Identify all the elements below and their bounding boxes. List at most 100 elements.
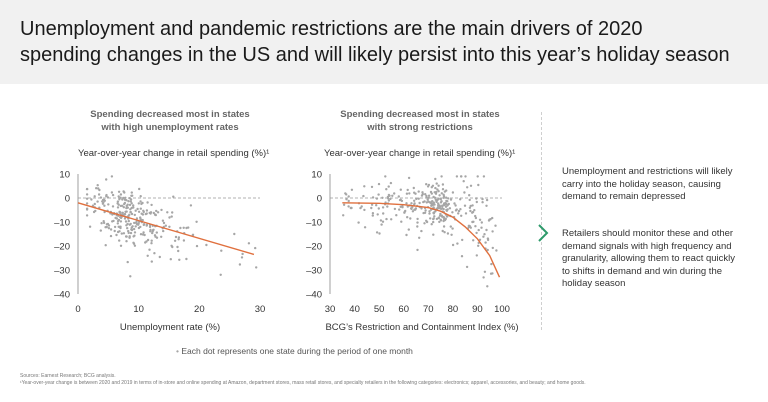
scatter-point — [443, 203, 446, 207]
scatter-point — [435, 200, 438, 203]
scatter-point — [439, 198, 442, 201]
scatter-point — [137, 222, 140, 225]
scatter-point — [195, 244, 199, 248]
scatter-point — [174, 235, 178, 239]
scatter-point — [125, 240, 128, 243]
scatter-point — [156, 211, 160, 214]
scatter-point — [385, 188, 388, 191]
scatter-point — [447, 202, 450, 206]
scatter-point — [387, 199, 391, 202]
scatter-point — [117, 195, 120, 198]
scatter-point — [99, 229, 103, 232]
scatter-point — [425, 196, 428, 199]
scatter-point — [430, 204, 433, 207]
scatter-point — [121, 198, 124, 201]
scatter-point — [451, 243, 455, 247]
scatter-point — [417, 190, 420, 193]
scatter-point — [99, 196, 103, 199]
scatter-point — [381, 206, 385, 209]
chart2-trend-curve — [342, 202, 501, 278]
chart2-title-line-1: Spending decreased most in states — [340, 109, 500, 120]
scatter-point — [386, 197, 390, 200]
scatter-point — [437, 184, 440, 187]
scatter-point — [189, 204, 193, 207]
scatter-point — [219, 273, 222, 276]
scatter-point — [438, 194, 441, 197]
scatter-point — [459, 198, 462, 201]
scatter-point — [439, 218, 442, 221]
scatter-point — [177, 236, 181, 239]
scatter-point — [435, 182, 438, 185]
scatter-point — [457, 212, 460, 215]
scatter-point — [142, 223, 145, 227]
scatter-point — [191, 233, 195, 236]
scatter-point — [407, 228, 410, 231]
scatter-point — [471, 210, 475, 214]
scatter-point — [125, 199, 128, 202]
scatter-point — [131, 225, 134, 228]
scatter-point — [406, 205, 409, 208]
scatter-point — [398, 208, 401, 211]
scatter-point — [403, 211, 406, 214]
scatter-point — [440, 192, 443, 195]
scatter-point — [393, 192, 396, 195]
scatter-point — [350, 188, 354, 191]
scatter-point — [142, 231, 145, 234]
scatter-point — [482, 276, 485, 279]
scatter-point — [106, 222, 110, 226]
scatter-point — [90, 198, 93, 201]
scatter-point — [124, 196, 127, 199]
scatter-point — [153, 252, 156, 255]
scatter-point — [102, 221, 106, 225]
scatter-point — [432, 201, 435, 204]
scatter-point — [481, 201, 484, 204]
chart2-y-tick-label: 0 — [317, 194, 322, 205]
scatter-point — [85, 197, 89, 200]
scatter-point — [449, 198, 453, 201]
scatter-point — [443, 216, 446, 220]
chart1-y-tick-label: –20 — [54, 242, 70, 253]
scatter-point — [110, 191, 114, 194]
chart2-x-tick-label: 70 — [423, 304, 434, 315]
scatter-point — [111, 193, 115, 197]
scatter-point — [148, 211, 151, 215]
scatter-point — [93, 202, 97, 206]
scatter-point — [433, 196, 437, 199]
scatter-point — [428, 212, 431, 215]
scatter-point — [135, 217, 139, 220]
scatter-point — [441, 183, 445, 186]
scatter-point — [241, 252, 244, 256]
chart1-trend-line — [77, 202, 255, 256]
scatter-point — [405, 192, 409, 195]
scatter-point — [85, 193, 89, 196]
scatter-point — [132, 204, 135, 207]
scatter-point — [119, 193, 123, 196]
scatter-point — [482, 235, 485, 238]
scatter-point — [423, 211, 427, 214]
scatter-point — [416, 248, 419, 252]
scatter-point — [124, 220, 128, 223]
chart2-x-tick-label: 90 — [472, 304, 483, 315]
scatter-point — [434, 177, 437, 181]
scatter-point — [464, 212, 468, 215]
scatter-point — [139, 233, 143, 236]
scatter-point — [240, 256, 244, 259]
scatter-point — [150, 260, 153, 263]
scatter-point — [451, 211, 454, 214]
scatter-point — [122, 232, 126, 235]
scatter-point — [177, 249, 180, 253]
scatter-point — [97, 187, 100, 190]
scatter-point — [88, 225, 92, 228]
scatter-point — [347, 205, 350, 208]
scatter-point — [486, 237, 490, 240]
scatter-point — [185, 257, 188, 261]
scatter-point — [128, 235, 131, 238]
scatter-point — [468, 198, 471, 202]
scatter-point — [205, 243, 208, 247]
scatter-point — [106, 196, 110, 199]
chart2-y-tick-label: –10 — [306, 218, 322, 229]
scatter-point — [468, 206, 472, 209]
scatter-point — [430, 192, 433, 195]
scatter-point — [486, 248, 489, 252]
scatter-point — [427, 183, 431, 187]
